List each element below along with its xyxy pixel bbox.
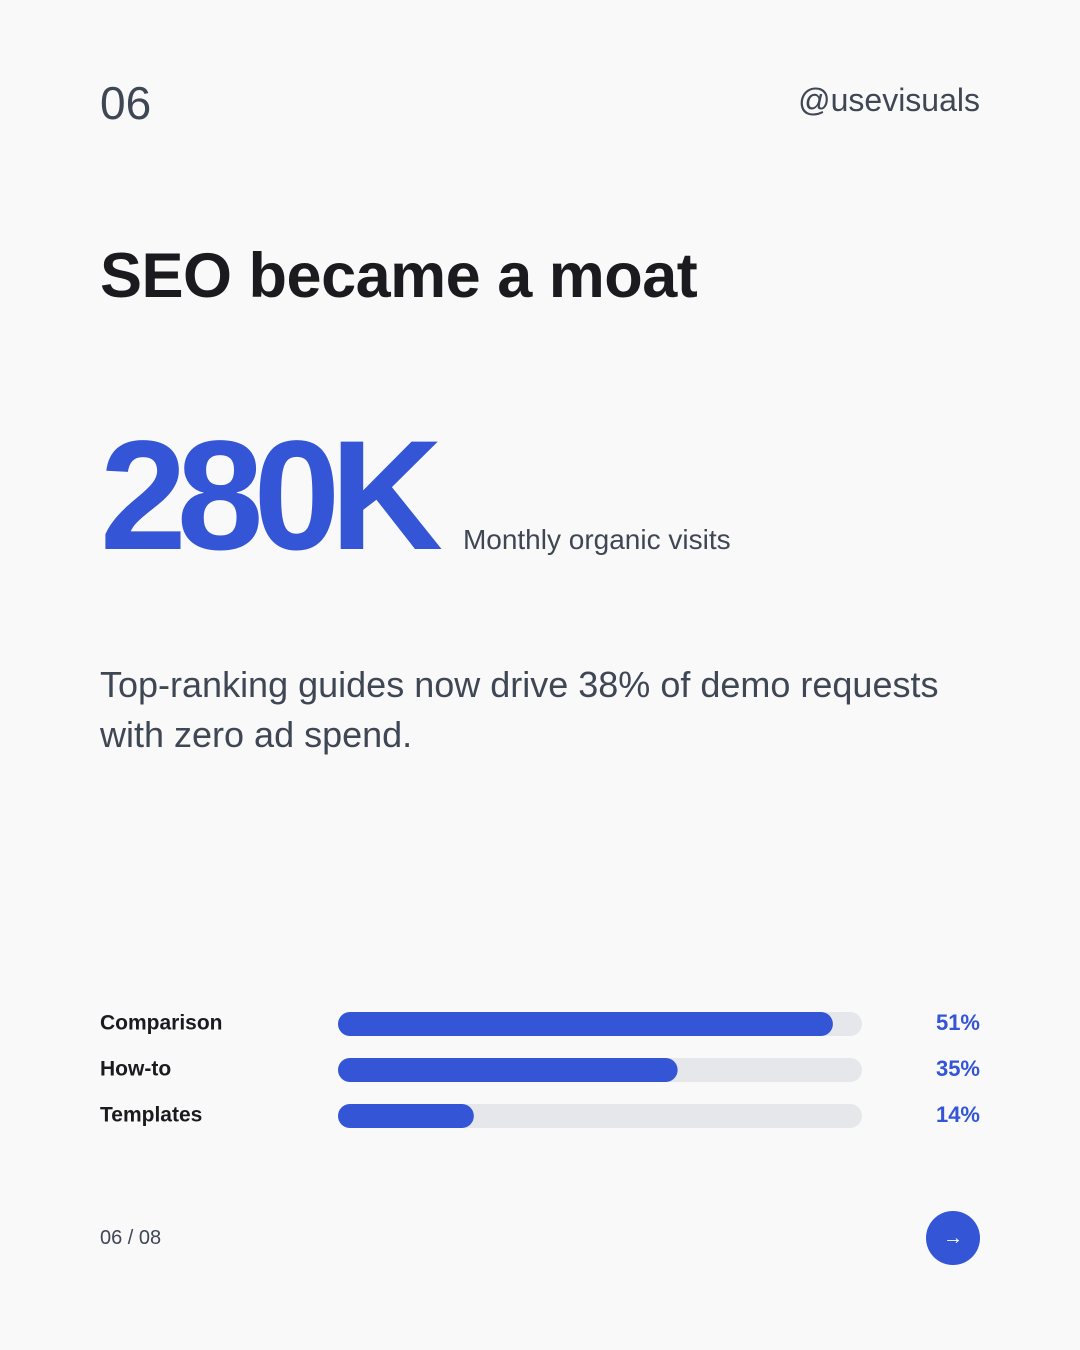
bar-label: How-to <box>100 1058 171 1081</box>
stat: 280K Monthly organic visits <box>100 418 731 574</box>
bar <box>338 1012 833 1036</box>
next-button[interactable]: → <box>926 1211 980 1265</box>
bar-chart: Comparison 51% How-to 35% Templates 14% <box>100 1010 980 1128</box>
stat-value: 280K <box>100 409 443 583</box>
bar-label: Templates <box>100 1104 202 1127</box>
bar-label: Comparison <box>100 1012 223 1035</box>
value-label: 35% <box>936 1056 980 1081</box>
bar <box>338 1104 474 1128</box>
value-label: 51% <box>936 1010 980 1035</box>
value-label: 14% <box>936 1102 980 1127</box>
slide-number: 06 <box>100 77 152 129</box>
bar <box>338 1058 678 1082</box>
pagination: 06 / 08 <box>100 1227 162 1249</box>
stat-label: Monthly organic visits <box>462 524 731 555</box>
body-text: Top-ranking guides now drive 38% of demo… <box>100 664 939 755</box>
handle: @usevisuals <box>798 82 980 118</box>
title: SEO became a moat <box>100 241 698 311</box>
